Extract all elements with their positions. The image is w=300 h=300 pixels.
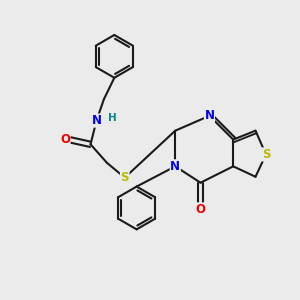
Text: S: S [262,148,270,161]
Text: N: N [204,109,214,122]
Text: N: N [170,160,180,173]
Text: H: H [109,113,117,123]
Text: O: O [196,203,206,216]
Text: O: O [60,134,70,146]
Text: S: S [121,171,129,184]
Text: N: N [92,114,101,127]
